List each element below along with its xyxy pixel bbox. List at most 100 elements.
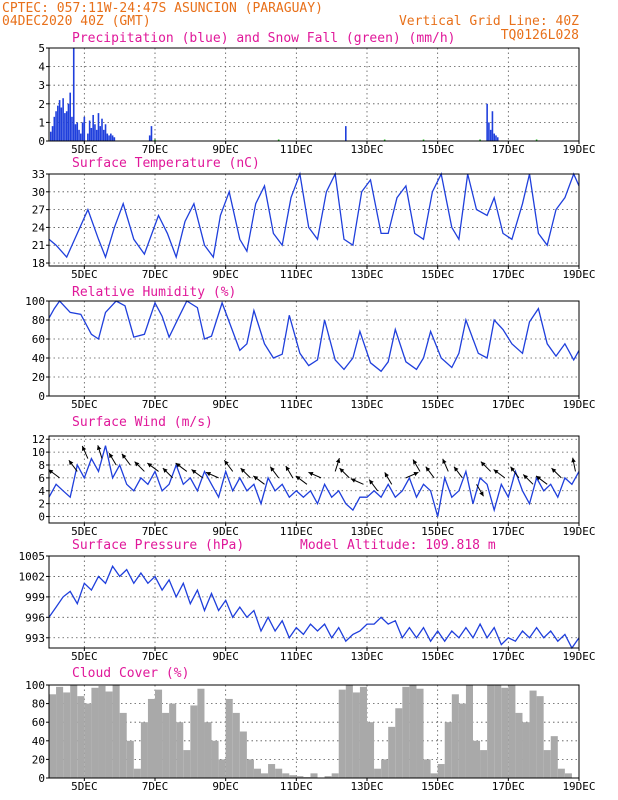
precipitation-panel: 0 1 2 3 4 5 5DEC 7DEC 9DEC 11DEC 13DEC 15DEC 17DEC 19… — [38, 31, 595, 156]
panel-frame — [48, 555, 580, 649]
x-tick-label: 7DEC — [142, 268, 169, 281]
cloud-bar — [529, 690, 537, 778]
x-tick-label: 7DEC — [142, 143, 169, 156]
precip-bar — [95, 129, 98, 141]
precip-bar — [493, 133, 495, 141]
y-tick-label: 1005 — [19, 550, 46, 563]
y-tick-label: 0 — [38, 135, 45, 148]
cloud-bar — [310, 773, 318, 778]
series-line — [48, 171, 580, 260]
x-tick-label: 7DEC — [142, 398, 169, 411]
cloud-bar — [345, 685, 353, 778]
wind-arrow-head — [551, 468, 557, 473]
wind-arrow-head — [240, 468, 246, 473]
cloud-bar — [437, 764, 445, 778]
x-tick-label: 15DEC — [421, 268, 454, 281]
y-tick-label: 60 — [32, 716, 45, 729]
snow-bar — [383, 139, 386, 141]
precip-bar — [80, 133, 82, 141]
y-tick-label: 18 — [32, 257, 45, 270]
cloud-bar — [409, 685, 417, 778]
cloud-bar — [232, 712, 240, 778]
cloud-bar — [451, 694, 459, 778]
cloud-bar — [381, 759, 389, 778]
header-date-line: 04DEC2020 40Z (GMT) — [2, 14, 151, 29]
precip-bar — [87, 133, 89, 141]
wind-arrow-head — [96, 445, 102, 451]
pressure-panel: 993 996 999 1002 1005 5DEC 7DEC 9DEC 11DEC 13DEC 1… — [19, 538, 596, 663]
cloud-bar — [183, 750, 191, 778]
cloud-bar — [63, 692, 71, 778]
cloud-bar — [550, 736, 558, 778]
wind-arrow-head — [162, 468, 168, 473]
precip-bar — [71, 116, 73, 141]
y-tick-label: 30 — [32, 186, 45, 199]
wind-arrow-head — [82, 445, 87, 451]
cloud-bar — [465, 685, 473, 778]
x-tick-label: 15DEC — [421, 780, 454, 793]
cloud-bar — [416, 688, 424, 778]
wind-arrow-head — [350, 478, 356, 483]
cloud-bar — [324, 776, 332, 778]
cloud-bar — [296, 776, 304, 778]
cloud-bar — [239, 731, 247, 778]
precip-bar — [57, 105, 59, 141]
y-tick-label: 24 — [32, 221, 46, 234]
cloud-bar — [402, 686, 410, 778]
panel-annotation: Model Altitude: 109.818 m — [300, 538, 496, 553]
x-tick-label: 13DEC — [350, 780, 383, 793]
panel-title: Cloud Cover (%) — [72, 666, 189, 681]
x-tick-label: 11DEC — [280, 143, 313, 156]
panel-frame — [48, 47, 580, 142]
precip-bar — [345, 126, 347, 141]
cloud-bar — [480, 750, 488, 778]
cloud-bar — [162, 712, 170, 778]
cloud-bar — [169, 703, 177, 778]
panel-frame — [48, 684, 580, 779]
x-tick-label: 7DEC — [142, 650, 169, 663]
cloud-bar — [388, 726, 396, 778]
y-tick-label: 6 — [38, 472, 45, 485]
x-tick-label: 5DEC — [71, 650, 98, 663]
temperature-panel: 18 21 24 27 30 33 5DEC 7DEC 9DEC 11DEC 13DEC 15DEC 1… — [32, 156, 596, 281]
y-tick-label: 10 — [32, 446, 45, 459]
wind-arrow-head — [480, 461, 486, 467]
precip-bar — [99, 126, 102, 141]
x-tick-label: 7DEC — [142, 780, 169, 793]
x-tick-label: 17DEC — [492, 650, 525, 663]
cloud-bar — [225, 698, 233, 778]
cloud-cover-panel: 0 20 40 60 80 100 5DEC 7DEC 9DEC 11DEC 13DEC 15DEC 1… — [25, 666, 595, 793]
y-tick-label: 100 — [25, 295, 45, 308]
precip-bar — [67, 103, 70, 141]
y-tick-label: 80 — [32, 314, 45, 327]
x-tick-label: 11DEC — [280, 268, 313, 281]
wind-arrow-head — [442, 458, 447, 464]
cloud-bar — [84, 703, 92, 778]
y-tick-label: 80 — [32, 698, 45, 711]
x-tick-label: 15DEC — [421, 143, 454, 156]
panel-title: Relative Humidity (%) — [72, 285, 236, 300]
precip-bar — [64, 113, 66, 141]
precip-bar — [101, 118, 103, 141]
x-tick-label: 19DEC — [562, 780, 595, 793]
cloud-bar — [487, 685, 495, 778]
x-tick-label: 13DEC — [350, 143, 383, 156]
cloud-bar — [494, 685, 502, 778]
x-tick-label: 17DEC — [492, 143, 525, 156]
cloud-bar — [557, 768, 565, 778]
y-tick-label: 5 — [38, 42, 45, 55]
cloud-bar — [501, 687, 509, 778]
wind-arrow-head — [270, 466, 275, 472]
cloud-bar — [367, 722, 375, 778]
cloud-bar — [91, 687, 99, 778]
wind-arrow-head — [285, 465, 291, 471]
cloud-bar — [133, 768, 141, 778]
cloud-bar — [536, 696, 544, 778]
cloud-bar — [155, 689, 163, 778]
snow-bar — [535, 139, 538, 141]
wind-arrow-head — [523, 474, 529, 480]
cloud-bar — [112, 685, 120, 778]
x-tick-label: 17DEC — [492, 525, 525, 538]
x-tick-label: 19DEC — [562, 650, 595, 663]
